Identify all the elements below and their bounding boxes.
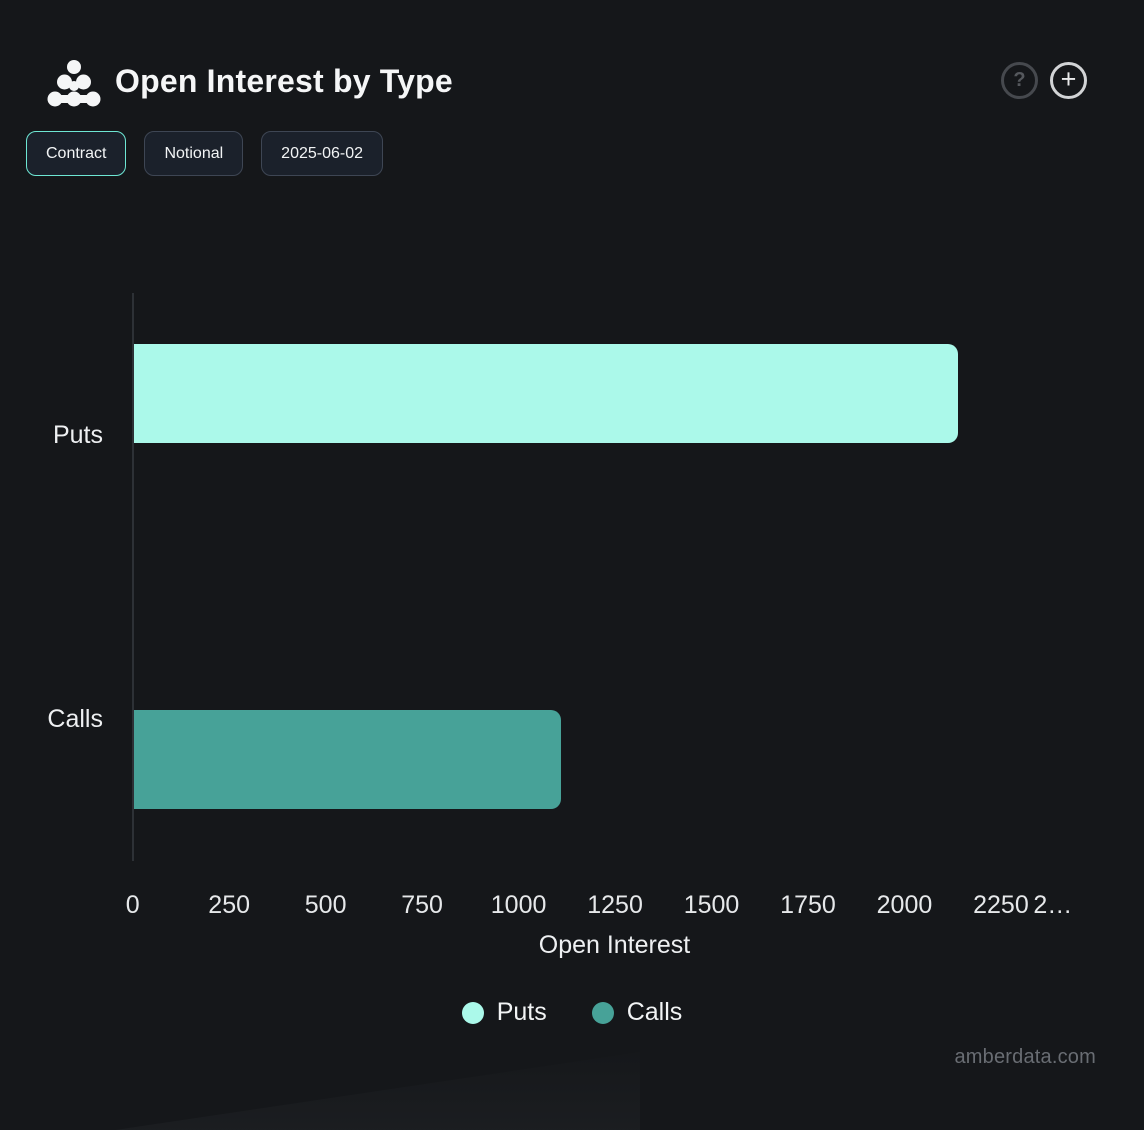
amberdata-logo-icon <box>47 60 101 107</box>
y-axis-label-puts: Puts <box>52 421 103 449</box>
puts-bar[interactable] <box>134 344 959 443</box>
x-axis-title: Open Interest <box>538 931 691 959</box>
legend-item-puts[interactable]: Puts <box>461 998 547 1027</box>
x-tick-label: 250 <box>208 891 251 919</box>
x-tick-label: 0 <box>125 891 140 919</box>
toolbar: Contract Notional 2025-06-02 <box>26 131 384 176</box>
y-axis-label-calls: Calls <box>47 705 103 733</box>
calls-legend-dot <box>591 1001 614 1024</box>
x-tick-label: 1750 <box>780 891 836 919</box>
contract-toggle-button[interactable]: Contract <box>26 131 127 176</box>
watermark-text: amberdata.com <box>954 1046 1096 1068</box>
x-tick-label: 1500 <box>683 891 740 919</box>
page-title: Open Interest by Type <box>115 63 453 99</box>
x-axis-ticks: 0 250 500 750 1000 1250 1500 1750 2000 2250 2… <box>0 891 1144 923</box>
x-tick-label: 2000 <box>876 891 933 919</box>
y-axis-line <box>132 293 134 861</box>
add-icon[interactable]: + <box>1050 62 1087 99</box>
x-tick-label: 2250 <box>973 891 1029 919</box>
date-selector-button[interactable]: 2025-06-02 <box>261 131 384 176</box>
notional-toggle-button[interactable]: Notional <box>144 131 244 176</box>
calls-bar[interactable] <box>134 710 562 809</box>
legend: Puts Calls <box>0 998 1144 1027</box>
x-tick-label: 750 <box>401 891 443 919</box>
legend-item-calls[interactable]: Calls <box>591 998 683 1027</box>
puts-legend-dot <box>461 1001 484 1024</box>
legend-label-calls: Calls <box>626 998 683 1026</box>
plus-glyph: + <box>1060 64 1077 94</box>
x-tick-label: 500 <box>304 891 347 919</box>
x-tick-label: 1000 <box>490 891 547 919</box>
help-icon[interactable]: ? <box>1001 62 1038 99</box>
x-tick-label: 2… <box>1033 891 1073 919</box>
x-tick-label: 1250 <box>587 891 643 919</box>
legend-label-puts: Puts <box>496 998 547 1026</box>
question-mark-glyph: ? <box>1013 68 1026 91</box>
